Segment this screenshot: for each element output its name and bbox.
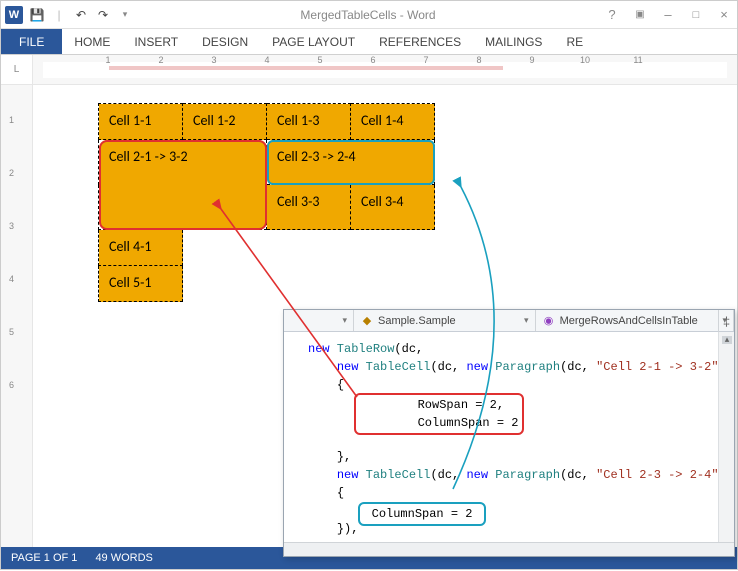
code-string: "Cell 2-1 -> 3-2" [596, 360, 718, 374]
vertical-scrollbar[interactable]: ▴ [718, 332, 734, 542]
tab-insert[interactable]: INSERT [122, 29, 190, 54]
save-icon[interactable]: 💾 [29, 7, 45, 23]
table-row: Cell 4-1 [99, 230, 435, 266]
word-count[interactable]: 49 WORDS [95, 552, 152, 564]
method-dropdown[interactable]: ◉ MergeRowsAndCellsInTable ▾ [536, 310, 734, 331]
code-type: TableCell [358, 360, 430, 374]
close-icon[interactable]: × [715, 7, 733, 22]
code-text: }, [337, 450, 351, 464]
empty-cell [183, 266, 267, 302]
scroll-up-icon[interactable]: ▴ [722, 336, 732, 344]
class-dropdown[interactable]: ◆ Sample.Sample ▾ [354, 310, 536, 331]
code-editor-window: ▾ ◆ Sample.Sample ▾ ◉ MergeRowsAndCellsI… [283, 309, 735, 557]
chevron-down-icon: ▾ [524, 315, 529, 326]
title-bar: W 💾 | ↶ ↷ ▾ MergedTableCells - Word ? ▣ … [1, 1, 737, 29]
table-row: Cell 1-1 Cell 1-2 Cell 1-3 Cell 1-4 [99, 104, 435, 140]
quick-access-toolbar: W 💾 | ↶ ↷ ▾ [5, 6, 133, 24]
code-type: Paragraph [488, 360, 560, 374]
empty-cell [183, 230, 267, 266]
code-keyword: new [337, 360, 359, 374]
code-editor-footer [284, 542, 734, 556]
tab-design[interactable]: DESIGN [190, 29, 260, 54]
tab-home[interactable]: HOME [62, 29, 122, 54]
code-type: TableCell [358, 468, 430, 482]
class-icon: ◆ [360, 314, 374, 328]
method-dropdown-label: MergeRowsAndCellsInTable [560, 315, 698, 327]
table-row: Cell 5-1 [99, 266, 435, 302]
split-icon[interactable]: ‡ [718, 310, 734, 332]
code-type: TableRow [330, 342, 395, 356]
table-cell[interactable]: Cell 4-1 [99, 230, 183, 266]
word-icon: W [5, 6, 23, 24]
code-text: ColumnSpan = 2 [372, 507, 473, 521]
help-icon[interactable]: ? [603, 7, 621, 22]
code-text: ColumnSpan = 2 [418, 416, 519, 430]
code-text: }), [337, 522, 359, 536]
code-red-highlight: RowSpan = 2, ColumnSpan = 2 [354, 393, 524, 435]
minimize-icon[interactable]: – [659, 7, 677, 22]
file-tab[interactable]: FILE [1, 29, 62, 54]
window-controls: ? ▣ – □ × [603, 7, 733, 22]
code-text: RowSpan = 2, [418, 398, 504, 412]
code-keyword: new [466, 468, 488, 482]
empty-cell [267, 266, 351, 302]
merged-cell-teal[interactable]: Cell 2-3 -> 2-4 [267, 140, 435, 185]
code-text: (dc, [560, 468, 596, 482]
empty-cell [351, 266, 435, 302]
table-cell[interactable]: Cell 5-1 [99, 266, 183, 302]
code-teal-highlight: ColumnSpan = 2 [358, 502, 485, 526]
table-cell[interactable]: Cell 3-4 [351, 185, 435, 230]
code-text: (dc, [430, 468, 466, 482]
ribbon-toggle-icon[interactable]: ▣ [631, 9, 649, 20]
table-cell[interactable]: Cell 1-2 [183, 104, 267, 140]
merged-cell-red[interactable]: Cell 2-1 -> 3-2 [99, 140, 267, 230]
code-editor-body[interactable]: new TableRow(dc, new TableCell(dc, new P… [284, 332, 734, 542]
table-cell[interactable]: Cell 1-4 [351, 104, 435, 140]
code-text: (dc, [394, 342, 423, 356]
restore-icon[interactable]: □ [687, 9, 705, 21]
code-text: (dc, [560, 360, 596, 374]
vertical-ruler[interactable]: 123456 [1, 85, 33, 547]
customize-qat-icon[interactable]: ▾ [117, 7, 133, 23]
page-indicator[interactable]: PAGE 1 OF 1 [11, 552, 77, 564]
code-text: (dc, [430, 360, 466, 374]
code-keyword: new [337, 468, 359, 482]
code-editor-header: ▾ ◆ Sample.Sample ▾ ◉ MergeRowsAndCellsI… [284, 310, 734, 332]
code-type: Paragraph [488, 468, 560, 482]
ruler-corner: L [1, 55, 33, 84]
horizontal-ruler[interactable]: 1234567891011 [33, 55, 737, 84]
class-dropdown-label: Sample.Sample [378, 315, 456, 327]
code-string: "Cell 2-3 -> 2-4" [596, 468, 718, 482]
tab-references[interactable]: REFERENCES [367, 29, 473, 54]
table-row: Cell 2-1 -> 3-2 Cell 2-3 -> 2-4 [99, 140, 435, 185]
table-cell[interactable]: Cell 1-1 [99, 104, 183, 140]
ribbon-tabs: FILE HOME INSERT DESIGN PAGE LAYOUT REFE… [1, 29, 737, 55]
document-title: MergedTableCells - Word [133, 8, 603, 22]
code-keyword: new [308, 342, 330, 356]
empty-cell [351, 230, 435, 266]
table-cell[interactable]: Cell 3-3 [267, 185, 351, 230]
code-text: { [337, 486, 344, 500]
undo-icon[interactable]: ↶ [73, 7, 89, 23]
empty-cell [267, 230, 351, 266]
tab-review[interactable]: RE [554, 29, 595, 54]
qat-divider: | [51, 7, 67, 23]
code-text: { [337, 378, 344, 392]
scope-dropdown[interactable]: ▾ [284, 310, 354, 331]
tab-page-layout[interactable]: PAGE LAYOUT [260, 29, 367, 54]
chevron-down-icon: ▾ [342, 315, 347, 326]
method-icon: ◉ [542, 314, 556, 328]
ruler-area: L 1234567891011 [1, 55, 737, 85]
table-cell[interactable]: Cell 1-3 [267, 104, 351, 140]
redo-icon[interactable]: ↷ [95, 7, 111, 23]
tab-mailings[interactable]: MAILINGS [473, 29, 554, 54]
merged-table: Cell 1-1 Cell 1-2 Cell 1-3 Cell 1-4 Cell… [98, 103, 435, 302]
code-keyword: new [466, 360, 488, 374]
